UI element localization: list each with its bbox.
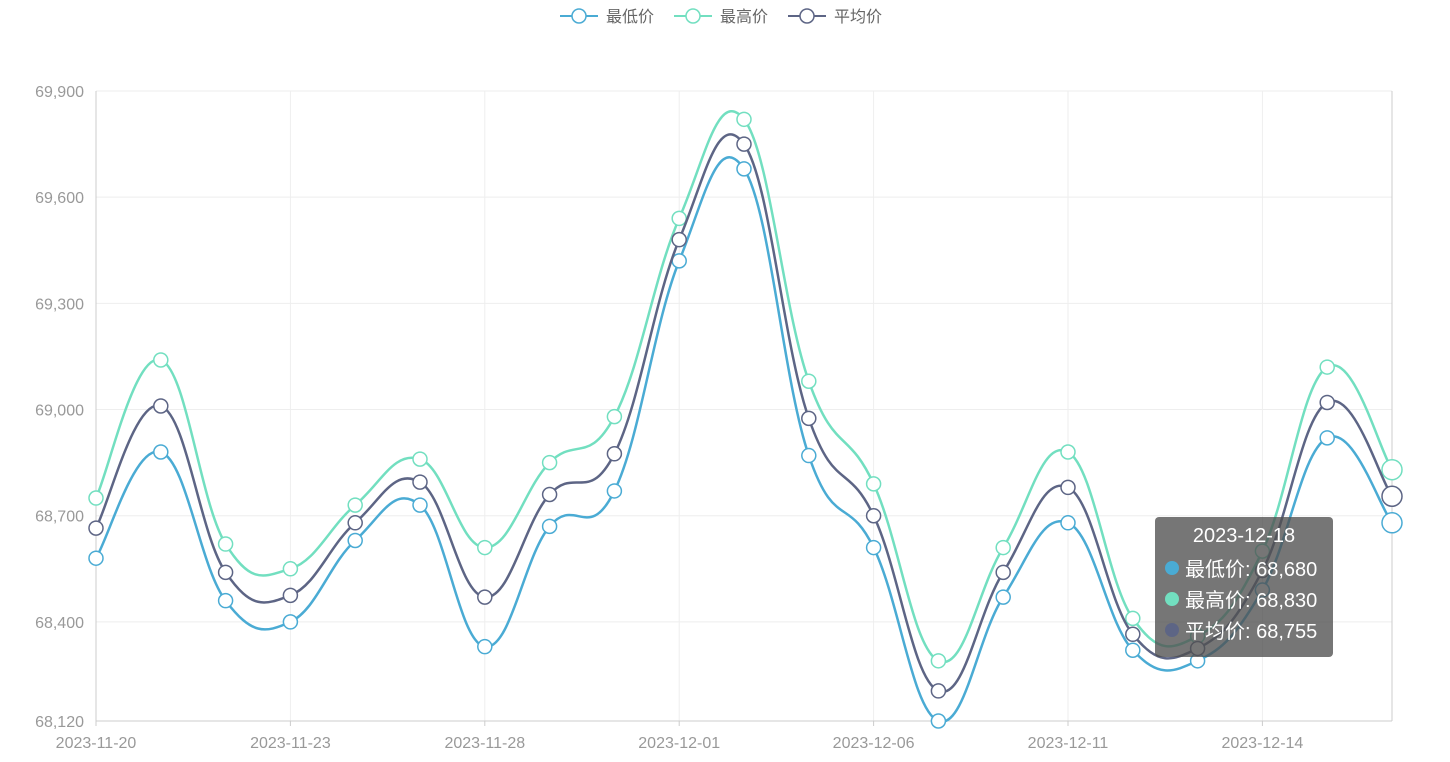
y-tick-label: 68,700 <box>35 509 84 526</box>
y-tick-label: 69,000 <box>35 403 84 420</box>
series-low-point[interactable] <box>217 592 234 609</box>
series-high-point[interactable] <box>1381 458 1403 481</box>
tooltip: 2023-12-18 最低价: 68,680 最高价: 68,830 平均价: … <box>1155 517 1333 657</box>
series-high-point[interactable] <box>477 539 493 556</box>
tooltip-row-low: 最低价: 68,680 <box>1165 552 1323 583</box>
series-high-point[interactable] <box>671 210 687 227</box>
series-avg-point[interactable] <box>1319 394 1335 411</box>
tooltip-title: 2023-12-18 <box>1192 525 1296 547</box>
series-avg-point[interactable] <box>1381 485 1403 508</box>
series-avg-point[interactable] <box>88 520 104 536</box>
x-tick-label: 2023-11-23 <box>250 735 331 752</box>
series-low-point[interactable] <box>865 539 882 556</box>
series-avg-point[interactable] <box>347 515 363 531</box>
x-tick-label: 2023-11-28 <box>444 735 525 752</box>
series-high-point[interactable] <box>736 111 752 128</box>
series-high-point[interactable] <box>153 352 169 368</box>
series-high-point[interactable] <box>1060 444 1076 460</box>
axes: 68,120 68,400 68,700 69,000 69,300 69,600 69,9… <box>35 84 1393 752</box>
series-low-point[interactable] <box>153 444 169 460</box>
legend-label[interactable]: 最低价 <box>606 8 654 26</box>
series-high-point[interactable] <box>865 476 882 492</box>
series-high-point[interactable] <box>801 373 817 389</box>
series-low-point[interactable] <box>1125 642 1141 658</box>
series-low-point[interactable] <box>88 550 104 566</box>
y-tick-label: 69,600 <box>35 190 84 207</box>
tooltip-dot-icon <box>1165 591 1179 606</box>
series-low-point[interactable] <box>1060 515 1076 531</box>
series-low-point[interactable] <box>541 518 558 535</box>
x-tick-label: 2023-12-01 <box>638 735 720 752</box>
series-high-point[interactable] <box>347 497 363 513</box>
series-avg-point[interactable] <box>995 564 1011 581</box>
tooltip-label: 最高价: 68,830 <box>1185 590 1318 612</box>
series-avg-point[interactable] <box>865 507 882 524</box>
series-high-point[interactable] <box>88 490 104 506</box>
series-avg-point[interactable] <box>930 683 947 699</box>
y-tick-label: 68,120 <box>35 714 84 731</box>
series-low-point[interactable] <box>801 447 817 464</box>
series-avg-point[interactable] <box>736 136 752 152</box>
series-avg-point[interactable] <box>412 474 428 490</box>
series-high-point[interactable] <box>282 561 299 577</box>
series-avg-point[interactable] <box>1060 479 1076 496</box>
legend-label[interactable]: 最高价 <box>720 8 768 26</box>
series-low-point[interactable] <box>347 532 363 549</box>
series-avg-point[interactable] <box>217 564 234 581</box>
y-tick-label: 68,400 <box>35 615 84 632</box>
series-high-point[interactable] <box>930 653 947 669</box>
series-avg-point[interactable] <box>153 398 169 414</box>
legend-marker-icon[interactable] <box>799 8 815 24</box>
series-low-point[interactable] <box>606 483 623 499</box>
series-avg-point[interactable] <box>671 231 687 248</box>
x-tick-label: 2023-12-11 <box>1028 735 1109 752</box>
y-tick-label: 69,300 <box>35 296 84 313</box>
series-high-point[interactable] <box>1125 610 1141 627</box>
series-low-point[interactable] <box>736 161 752 177</box>
tooltip-label: 最低价: 68,680 <box>1185 559 1318 581</box>
legend-label[interactable]: 平均价 <box>834 8 882 26</box>
series-avg-point[interactable] <box>282 587 299 604</box>
legend[interactable]: 最低价 最高价 平均价 <box>560 8 882 26</box>
tooltip-label: 平均价: 68,755 <box>1185 621 1318 643</box>
series-avg-point[interactable] <box>1125 626 1141 643</box>
legend-marker-icon[interactable] <box>571 8 587 24</box>
series-low-point[interactable] <box>1381 512 1403 534</box>
series-high-point[interactable] <box>606 408 623 425</box>
tooltip-row-avg: 平均价: 68,755 <box>1165 614 1323 645</box>
y-tick-label: 69,900 <box>35 84 84 101</box>
series-low-point[interactable] <box>1319 430 1335 446</box>
series-low-point[interactable] <box>671 253 687 269</box>
series-high-point[interactable] <box>412 451 428 467</box>
series-avg-point[interactable] <box>477 589 493 605</box>
series-high-point[interactable] <box>1319 359 1335 375</box>
series-high-point[interactable] <box>217 536 234 552</box>
series-high-point[interactable] <box>995 539 1011 556</box>
series-low-point[interactable] <box>282 614 299 630</box>
x-tick-label: 2023-12-14 <box>1221 735 1303 752</box>
legend-marker-icon[interactable] <box>685 8 701 24</box>
series-low-point[interactable] <box>995 589 1011 605</box>
series-low-point[interactable] <box>412 497 428 513</box>
series-low-point[interactable] <box>930 713 947 729</box>
tooltip-row-high: 最高价: 68,830 <box>1165 583 1323 614</box>
series-low-point[interactable] <box>477 638 493 655</box>
x-tick-label: 2023-12-06 <box>833 735 915 752</box>
series-avg-point[interactable] <box>606 446 623 462</box>
tooltip-dot-icon <box>1165 560 1179 575</box>
series-high-point[interactable] <box>541 454 558 471</box>
series-avg-point[interactable] <box>801 410 817 427</box>
tooltip-dot-icon <box>1165 622 1179 637</box>
x-tick-label: 2023-11-20 <box>56 735 137 752</box>
series-avg-point[interactable] <box>541 486 558 503</box>
series-avg-line <box>94 133 1394 694</box>
